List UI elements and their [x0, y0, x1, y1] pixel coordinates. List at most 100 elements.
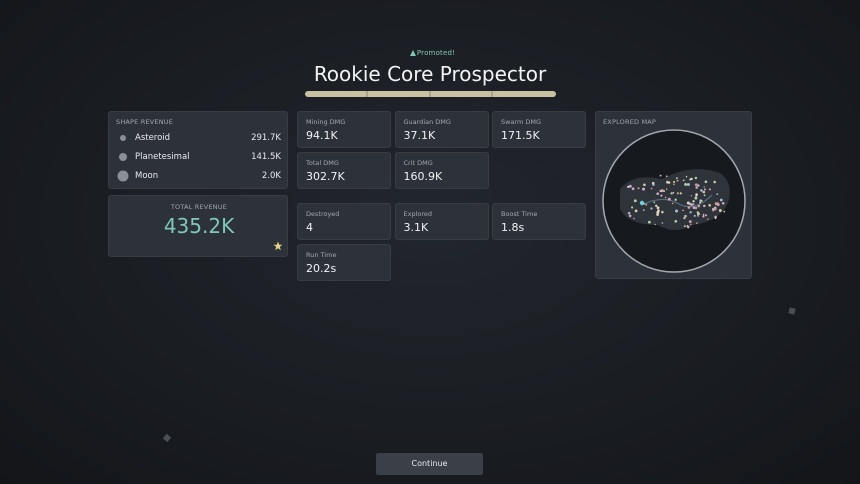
map-dot: [690, 177, 693, 180]
map-dot: [687, 206, 691, 209]
stat-label: Swarm DMG: [501, 118, 542, 126]
shape-revenue-panel: SHAPE REVENUE Asteroid 291.7K Planetesim…: [108, 111, 288, 189]
map-dot: [682, 179, 685, 182]
map-dot: [704, 180, 708, 184]
map-dot: [676, 179, 679, 182]
panel-title: TOTAL REVENUE: [170, 203, 228, 211]
map-dot: [634, 209, 638, 213]
map-dot: [703, 188, 707, 191]
stat-label: Run Time: [306, 251, 337, 259]
map-dot: [697, 212, 700, 216]
map-dot: [656, 213, 659, 216]
map-dot: [689, 211, 692, 214]
map-dot: [713, 180, 716, 184]
map-dot: [662, 190, 666, 193]
promoted-icon: [410, 50, 416, 56]
stat-label: Crit DMG: [403, 159, 433, 167]
map-dot: [684, 182, 688, 186]
map-dot: [690, 223, 692, 226]
map-dot: [692, 200, 695, 203]
status: Promoted!: [416, 49, 456, 57]
shape-icon: [120, 135, 126, 141]
map-dot: [668, 181, 671, 184]
map-dot: [652, 183, 655, 186]
title: Rookie Core Prospector: [313, 62, 547, 86]
stat-value: 160.9K: [403, 170, 443, 183]
stat-card: Run Time 20.2s: [297, 244, 391, 281]
map-dot: [704, 214, 708, 217]
shape-icon: [117, 170, 129, 182]
map-dot: [703, 186, 705, 188]
stat-label: Destroyed: [306, 210, 340, 218]
status-line: Promoted!: [0, 49, 860, 57]
path-trail: [641, 194, 713, 208]
stat-label: Guardian DMG: [403, 118, 451, 126]
map-dot: [682, 209, 685, 212]
stat-card: Boost Time 1.8s: [492, 203, 586, 240]
map-dot: [702, 190, 706, 194]
map-dot: [695, 193, 698, 196]
stat-value: 37.1K: [403, 129, 436, 142]
map-dot: [650, 187, 653, 190]
map-dot: [642, 209, 645, 211]
map-dot: [692, 206, 696, 209]
map-dot: [703, 204, 706, 208]
map-dot: [643, 202, 646, 205]
stat-value: 3.1K: [403, 221, 429, 234]
map-dot: [661, 222, 664, 224]
stat-label: Explored: [403, 210, 433, 218]
stat-card: Guardian DMG 37.1K: [394, 111, 489, 148]
map-dot: [694, 196, 698, 200]
map-dot: [700, 189, 703, 192]
map-dot: [673, 183, 675, 185]
map-dot: [664, 196, 667, 199]
map-dot: [683, 225, 686, 228]
map-dot: [653, 201, 656, 204]
stat-card: Total DMG 302.7K: [297, 152, 391, 189]
map-dot: [702, 215, 705, 218]
stat-label: Mining DMG: [306, 118, 346, 126]
map-dot: [716, 193, 719, 195]
map-dot: [686, 225, 690, 229]
shape-value: 2.0K: [261, 171, 281, 181]
map-dot: [667, 197, 671, 201]
map-dot: [679, 192, 682, 195]
map-dot: [656, 211, 660, 214]
map-dot: [628, 184, 632, 188]
map-dot: [674, 198, 677, 201]
map-dot: [670, 192, 673, 195]
map-dot: [697, 184, 700, 187]
shape-value: 291.7K: [251, 133, 281, 143]
map-dot: [712, 209, 715, 212]
map-dot: [695, 186, 698, 189]
map-dot: [642, 187, 645, 191]
map-dot: [683, 216, 686, 220]
map-dot: [654, 223, 656, 226]
map-dot: [637, 187, 640, 190]
shape-value: 141.5K: [251, 152, 281, 162]
stat-value: 94.1K: [306, 129, 338, 142]
map-dot: [684, 214, 687, 218]
map-dot: [675, 209, 678, 213]
shape-name: Moon: [135, 171, 159, 181]
map-core: [639, 200, 645, 206]
map-dot: [716, 203, 720, 207]
map-dot: [628, 214, 632, 218]
total-revenue-panel: TOTAL REVENUE 435.2K: [108, 195, 288, 257]
map-dot: [656, 206, 660, 210]
shape-icon: [119, 153, 127, 161]
map-dot: [695, 222, 698, 224]
map-dot: [718, 209, 722, 212]
map-dot: [672, 192, 675, 194]
map-dot: [648, 220, 651, 224]
map-dot: [676, 192, 679, 195]
map-dot: [643, 183, 646, 187]
map: [602, 129, 746, 273]
continue-button[interactable]: Continue: [376, 453, 483, 475]
total-value: 435.2K: [163, 214, 235, 238]
map-dot: [702, 213, 705, 216]
map-dot: [673, 180, 676, 183]
map-dot: [685, 176, 688, 178]
explored-map-panel: EXPLORED MAP: [595, 111, 752, 279]
map-dot: [723, 210, 726, 213]
